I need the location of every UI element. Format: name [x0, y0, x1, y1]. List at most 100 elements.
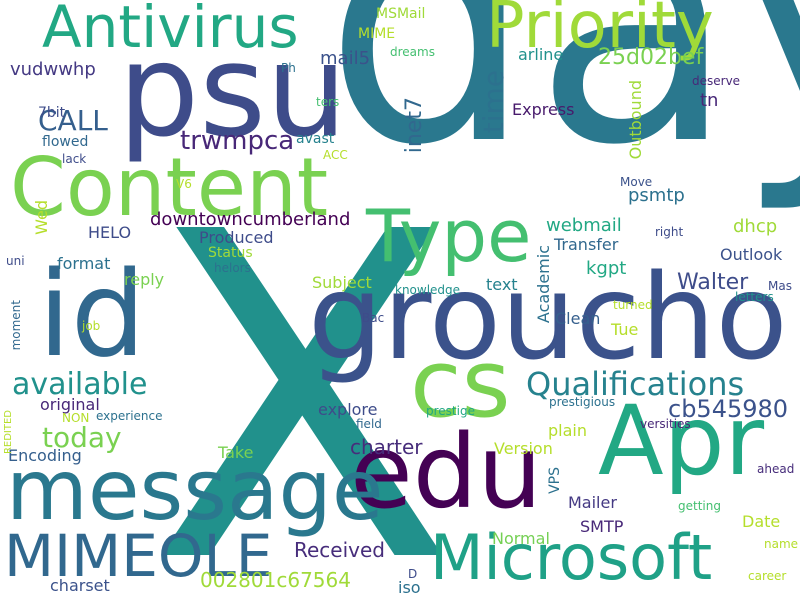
- word-type: Type: [366, 194, 532, 278]
- word-mailer: Mailer: [568, 493, 617, 512]
- word-prestige: prestige: [426, 404, 475, 418]
- word-moment: moment: [9, 300, 23, 351]
- word-outbound: Outbound: [626, 80, 645, 160]
- word-lack: lack: [62, 152, 87, 166]
- word-status: Status: [208, 245, 253, 261]
- word-tn: tn: [700, 90, 719, 111]
- word-letters: letters: [735, 290, 774, 304]
- word-today: today: [42, 421, 122, 454]
- word-available: available: [12, 367, 148, 402]
- word-right: right: [655, 225, 684, 239]
- word-mime: MIME: [358, 26, 396, 42]
- word-helors: helors: [214, 261, 251, 275]
- word-dreams: dreams: [390, 45, 435, 59]
- word-original: original: [40, 395, 100, 414]
- word-produced: Produced: [199, 228, 274, 247]
- word-turned: turned: [613, 298, 653, 312]
- word-v6: V6: [176, 177, 192, 191]
- word-iso: iso: [398, 578, 421, 597]
- word-microsoft: Microsoft: [430, 521, 713, 594]
- word-apr: Apr: [598, 385, 765, 497]
- word-academic: Academic: [534, 245, 553, 324]
- word-non: NON: [62, 411, 90, 425]
- word-move: Move: [620, 175, 653, 189]
- word-psu: psu: [118, 17, 348, 166]
- word-clean: Clean: [555, 309, 601, 328]
- word-day: day: [324, 0, 800, 217]
- word-reply: reply: [124, 270, 165, 289]
- word-transfer: Transfer: [554, 235, 619, 254]
- word-uni: uni: [6, 254, 25, 268]
- word-time: time: [477, 70, 510, 134]
- word-plain: plain: [548, 421, 587, 440]
- word-ahead: ahead: [757, 462, 795, 476]
- word-name: name: [764, 537, 799, 551]
- word-charset: charset: [50, 576, 110, 595]
- word-career: career: [748, 569, 787, 583]
- word-redited: REDITED: [3, 410, 14, 455]
- word-charter: charter: [350, 435, 423, 459]
- word-ph: Ph: [281, 61, 296, 75]
- word-priority: Priority: [486, 0, 714, 63]
- word-prestigious: prestigious: [549, 395, 616, 409]
- word-mimeole: MIMEOLE: [4, 522, 273, 590]
- word-normal: Normal: [492, 529, 550, 548]
- word-edu: edu: [350, 413, 543, 532]
- word-arline: arline: [518, 45, 564, 64]
- word-knowledge: knowledge: [395, 283, 461, 297]
- word-x: X: [148, 138, 457, 600]
- word-text: text: [486, 275, 518, 294]
- word-date: Date: [742, 512, 781, 531]
- word-walter: Walter: [677, 270, 749, 295]
- word-mail5: mail5: [320, 48, 371, 69]
- word-25d02bef: 25d02bef: [598, 45, 704, 70]
- word-bac: Bac: [362, 311, 385, 325]
- word-smtp: SMTP: [580, 517, 624, 536]
- word-id: id: [38, 245, 146, 383]
- word-flowed: flowed: [42, 134, 89, 150]
- word-tue: Tue: [611, 320, 639, 339]
- word-vps: VPS: [547, 467, 563, 494]
- word-d: D: [408, 567, 418, 581]
- word-ters: ters: [316, 95, 340, 109]
- word-antivirus: Antivirus: [42, 0, 299, 61]
- word-received: Received: [294, 538, 385, 562]
- word-versities: versities: [640, 417, 691, 431]
- word-trwmpca: trwmpca: [180, 126, 295, 156]
- word-groucho: groucho: [308, 248, 788, 386]
- word-outlook: Outlook: [720, 245, 783, 264]
- word-downtowncumberland: downtowncumberland: [150, 209, 351, 230]
- word-wed: Wed: [32, 200, 51, 235]
- word-mas: Mas: [768, 279, 792, 293]
- word-getting: getting: [678, 499, 721, 513]
- word-inet7: inet7: [402, 97, 427, 154]
- word-job: job: [82, 319, 101, 333]
- word-call: CALL: [38, 104, 108, 137]
- word-kgpt: kgpt: [586, 258, 627, 279]
- word-7bit: 7bit: [38, 105, 66, 121]
- word-avast: avast: [296, 131, 335, 147]
- word-qualifications: Qualifications: [526, 365, 745, 403]
- word-webmail: webmail: [546, 215, 622, 236]
- word-encoding: Encoding: [8, 446, 82, 465]
- word-vudwwhp: vudwwhp: [10, 59, 96, 80]
- word-cb545980: cb545980: [668, 395, 789, 423]
- word-experience: experience: [96, 409, 163, 423]
- word-acc: ACC: [323, 148, 348, 162]
- word-explore: explore: [318, 400, 378, 419]
- word-field: field: [356, 417, 382, 431]
- word-helo: HELO: [88, 223, 132, 242]
- word-psmtp: psmtp: [628, 185, 685, 206]
- word-dhcp: dhcp: [733, 216, 778, 237]
- word-deserve: deserve: [692, 74, 741, 88]
- word-002801c67564: 002801c67564: [200, 568, 351, 592]
- word-express: Express: [512, 100, 575, 119]
- word-message: message: [6, 441, 384, 539]
- word-take: Take: [218, 443, 254, 462]
- word-version: Version: [494, 439, 553, 458]
- word-msmail: MSMail: [376, 6, 426, 22]
- word-subject: Subject: [312, 273, 372, 292]
- word-cs: cs: [410, 330, 511, 439]
- word-content: Content: [10, 141, 329, 234]
